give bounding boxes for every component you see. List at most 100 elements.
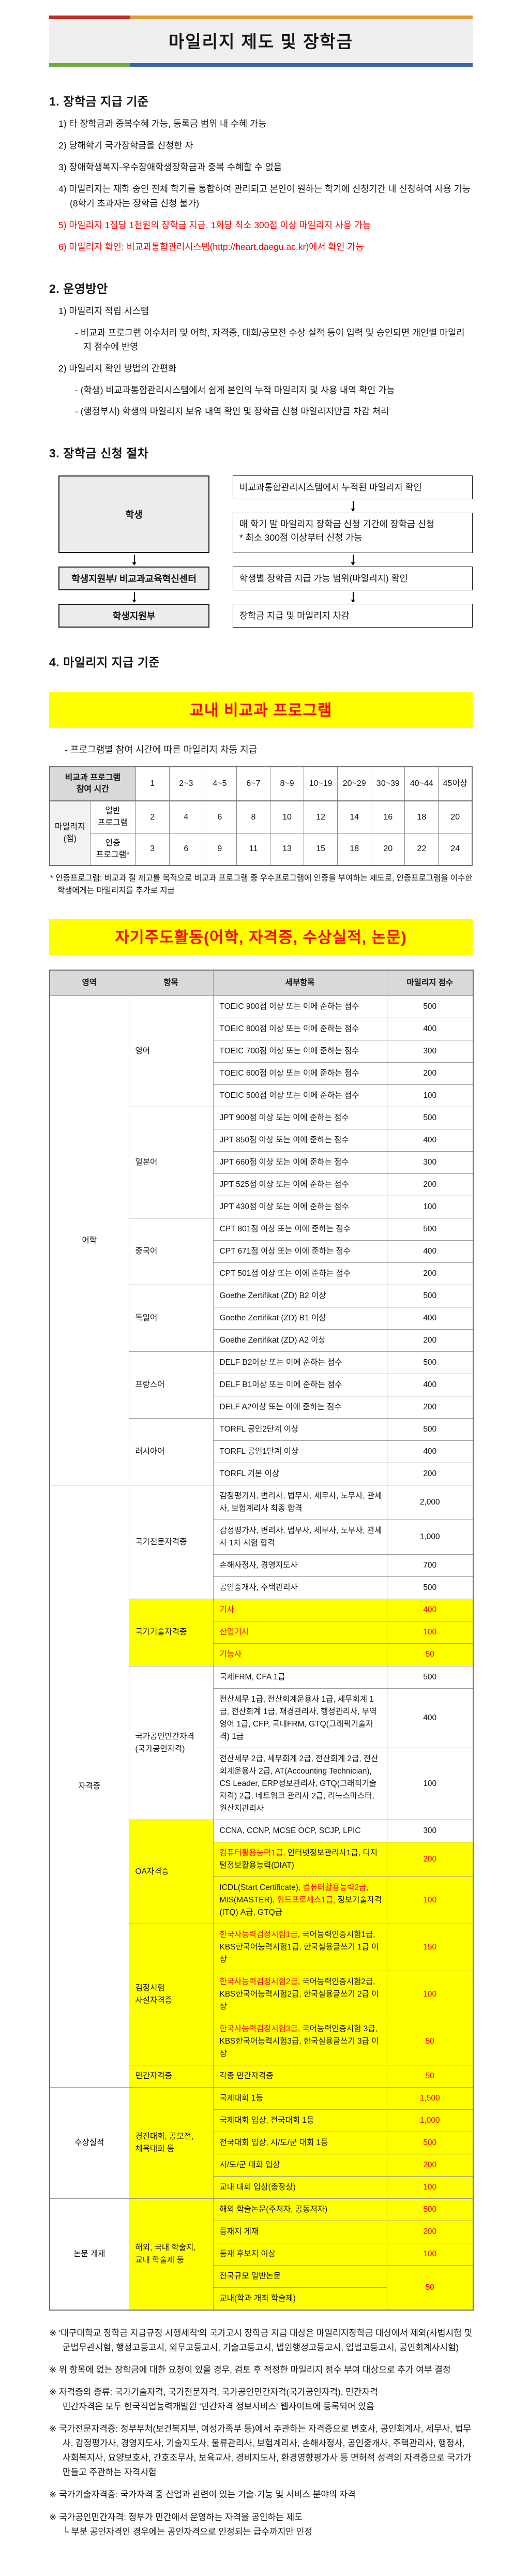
participation-table-cell: 9 — [202, 833, 237, 866]
step-box-verify-range: 학생별 장학금 지급 가능 범위(마일리지) 확인 — [233, 566, 473, 590]
accent-bar-bottom — [49, 63, 473, 67]
highlighted-text: 한국사능력검정시험2급 — [219, 1977, 298, 1986]
mileage-table-cell: 1,000 — [386, 1520, 474, 1555]
mileage-table-cell: 500 — [386, 1576, 474, 1600]
banner-campus-programs: 교내 비교과 프로그램 — [49, 691, 473, 728]
table-row: 국가기술자격증 기사 400 — [50, 1599, 474, 1666]
note-line: └ 부분 공인자격인 경우에는 공인자격으로 인정되는 급수까지만 인정 — [63, 2526, 313, 2537]
mileage-table-cell: 일본어 — [128, 1107, 214, 1219]
participation-table-cell: 2 — [135, 800, 170, 834]
table-row: 논문 게재 해외, 국내 학술지, 교내 학술제 등 해외 학술논문(주저자, 공동… — [49, 2198, 474, 2311]
mileage-table-cell: 200 — [386, 1396, 474, 1419]
table-row: TORFL 공인1단계 이상 400 — [50, 1440, 474, 1464]
participation-table-cell: 8~9 — [269, 766, 305, 802]
participation-table-cell: 인증 프로그램* — [89, 833, 136, 866]
participation-table-cell: 18 — [337, 833, 372, 866]
participation-table-cell: 일반 프로그램 — [89, 800, 136, 834]
table-row: 중국어 CPT 801점 이상 또는 이에 준하는 점수 500 — [50, 1218, 474, 1286]
mileage-table-cell: 논문 게재 — [49, 2198, 129, 2311]
mileage-table-cell: 해외 학술논문(주저자, 공동저자) — [213, 2198, 387, 2222]
banner-self-directed: 자기주도활동(어학, 자격증, 수상실적, 논문) — [49, 919, 473, 955]
participation-table-cell: 2~3 — [169, 766, 203, 802]
mileage-table-cell: 500 — [386, 1218, 474, 1241]
participation-table-cell: 6~7 — [236, 766, 271, 802]
mileage-table-cell: 1,500 — [386, 2087, 474, 2110]
table-row: TOEIC 700점 이상 또는 이에 준하는 점수 300 — [50, 1040, 474, 1063]
down-arrow-icon — [233, 499, 473, 513]
highlighted-text: 워드프로세스1급, — [277, 1895, 338, 1904]
table-row: TORFL 기본 이상 200 — [50, 1463, 474, 1486]
participation-bullet: - 프로그램별 참여 시간에 따른 마일리지 차등 지급 — [65, 744, 258, 755]
mileage-table-cell: 400 — [386, 1688, 474, 1748]
table-row: Goethe Zertifikat (ZD) B1 이상 400 — [50, 1307, 474, 1330]
participation-table-cell: 40~44 — [404, 766, 439, 802]
participation-table-cell: 24 — [438, 833, 473, 866]
mileage-table-cell: 한국사능력검정시험1급, 국어능력인증시험1급, KBS한국어능력시험1급, 한… — [213, 1923, 387, 1971]
participation-table-cell: 45이상 — [438, 766, 473, 802]
mileage-table-cell: 국제FRM, CFA 1급 — [213, 1665, 387, 1689]
mileage-table-cell: 어학 — [49, 995, 129, 1486]
mileage-table-cell: TORFL 기본 이상 — [213, 1463, 387, 1486]
flowchart-actors-column: 학생 학생지원부/ 비교과교육혁신센터 학생지원부 — [58, 475, 209, 628]
participation-table-cell: 10~19 — [304, 766, 338, 802]
mileage-table-cell: DELF B1이상 또는 이에 준하는 점수 — [213, 1374, 387, 1397]
mileage-table-cell: 700 — [386, 1554, 474, 1577]
mileage-table-cell: 기능사 — [213, 1643, 387, 1666]
mileage-table-cell: 500 — [386, 1285, 474, 1308]
operation-item: - (행정부서) 학생의 마일리지 보유 내역 확인 및 장학금 신청 마일리지… — [75, 406, 389, 416]
mileage-table-cell: 손해사정사, 경영지도사 — [213, 1554, 387, 1577]
mileage-table-cell: CCNA, CCNP, MCSE OCP, SCJP, LPIC — [213, 1819, 387, 1842]
table-row: JPT 430점 이상 또는 이에 준하는 점수 100 — [50, 1196, 474, 1219]
mileage-table-cell: TORFL 공인2단계 이상 — [213, 1418, 387, 1441]
section-application-procedure: 3. 장학금 신청 절차 학생 학생지원부/ 비교과교육혁신센터 학생지원부 비… — [49, 443, 473, 628]
note-line: ※ 자격증의 종류: 국가기술자격, 국가전문자격, 국가공인민간자격(국가공인… — [49, 2387, 378, 2398]
mileage-table-cell: 500 — [386, 995, 474, 1019]
mileage-table-cell: 마일리지 점수 — [386, 970, 474, 996]
note-item: ※ 자격증의 종류: 국가기술자격, 국가전문자격, 국가공인민간자격(국가공인… — [49, 2385, 473, 2414]
mileage-table-cell: 500 — [386, 2198, 474, 2222]
note-item: ※ 국가기술자격증: 국가자격 중 산업과 관련이 있는 기술·기능 및 서비스… — [49, 2488, 473, 2502]
participation-table-cell: 30~39 — [371, 766, 405, 802]
accent-bar-top — [49, 16, 473, 19]
mileage-table-cell: 프랑스어 — [128, 1351, 214, 1419]
mileage-table-cell: 전산세무 1급, 전산회계운용사 1급, 세무회계 1급, 전산회계 1급, 재… — [213, 1688, 387, 1748]
highlighted-text: 한국사능력검정시험1급 — [219, 1930, 298, 1939]
table-row: 전산세무 2급, 세무회계 2급, 전산회계 2급, 전산회계운용사 2급, A… — [50, 1747, 474, 1820]
table-row: JPT 660점 이상 또는 이에 준하는 점수 300 — [50, 1151, 474, 1174]
mileage-table-cell: 50 — [386, 2064, 474, 2088]
mileage-table-cell: 100 — [386, 1970, 474, 2018]
mileage-table-cell: 등재 후보지 이상 — [213, 2243, 387, 2266]
step-box-check-mileage: 비교과통합관리시스템에서 누적된 마일리지 확인 — [233, 475, 473, 499]
highlighted-text: 컴퓨터활용능력1급, — [219, 1848, 288, 1857]
table-row: 어학 영어 TOEIC 900점 이상 또는 이에 준하는 점수 500 — [49, 995, 474, 1486]
mileage-table-cell: 세부항목 — [213, 970, 387, 996]
participation-table-cell: 16 — [371, 800, 405, 834]
actor-box-student-support: 학생지원부 — [58, 603, 209, 628]
mileage-table-cell: TOEIC 600점 이상 또는 이에 준하는 점수 — [213, 1062, 387, 1085]
mileage-table-cell: 300 — [386, 1151, 474, 1174]
title-banner: 마일리지 제도 및 장학금 — [49, 16, 473, 67]
participation-table-cell: 6 — [169, 833, 203, 866]
mileage-table-cell: 컴퓨터활용능력1급, 인터넷정보관리사1급, 디지털정보활용능력(DIAT) — [213, 1841, 387, 1877]
table-row: CPT 501점 이상 또는 이에 준하는 점수 200 — [50, 1262, 474, 1286]
mileage-table-cell: 교내(학과 개최 학술제) — [213, 2287, 387, 2311]
flowchart-steps-column: 비교과통합관리시스템에서 누적된 마일리지 확인 매 학기 말 마일리지 장학금… — [233, 475, 473, 628]
section-operation-plan: 2. 운영방안 1) 마일리지 적립 시스템 - 비교과 프로그램 이수처리 및 … — [49, 279, 473, 419]
mileage-table-cell: 항목 — [128, 970, 214, 996]
participation-table-cell: 마일리지 (점) — [49, 800, 90, 866]
table-row: 인증 프로그램* 3 6 9 11 13 15 18 20 22 24 — [50, 833, 473, 866]
mileage-table-cell: 50 — [386, 2265, 474, 2311]
participation-table-cell: 18 — [404, 800, 439, 834]
table-row: 국가공인민간자격 (국가공인자격) 국제FRM, CFA 1급 500 — [50, 1665, 474, 1820]
participation-table-cell: 20 — [371, 833, 405, 866]
step-box-apply-line2: * 최소 300점 이상부터 신청 가능 — [239, 532, 363, 543]
operation-item: 2) 마일리지 확인 방법의 간편화 — [58, 363, 177, 374]
mileage-table-cell: 300 — [386, 1040, 474, 1063]
mileage-table-cell: DELF A2이상 또는 이에 준하는 점수 — [213, 1396, 387, 1419]
mileage-table-cell: 독일어 — [128, 1285, 214, 1352]
mileage-table-cell: 교내 대회 입상(총장상) — [213, 2176, 387, 2199]
note-line: ※ 국가기술자격증: 국가자격 중 산업과 관련이 있는 기술·기능 및 서비스… — [49, 2490, 356, 2500]
mileage-table-cell: TOEIC 800점 이상 또는 이에 준하는 점수 — [213, 1018, 387, 1041]
actor-box-student-support-and-center: 학생지원부/ 비교과교육혁신센터 — [58, 566, 209, 590]
mileage-table-cell: 국제대회 1등 — [213, 2087, 387, 2110]
